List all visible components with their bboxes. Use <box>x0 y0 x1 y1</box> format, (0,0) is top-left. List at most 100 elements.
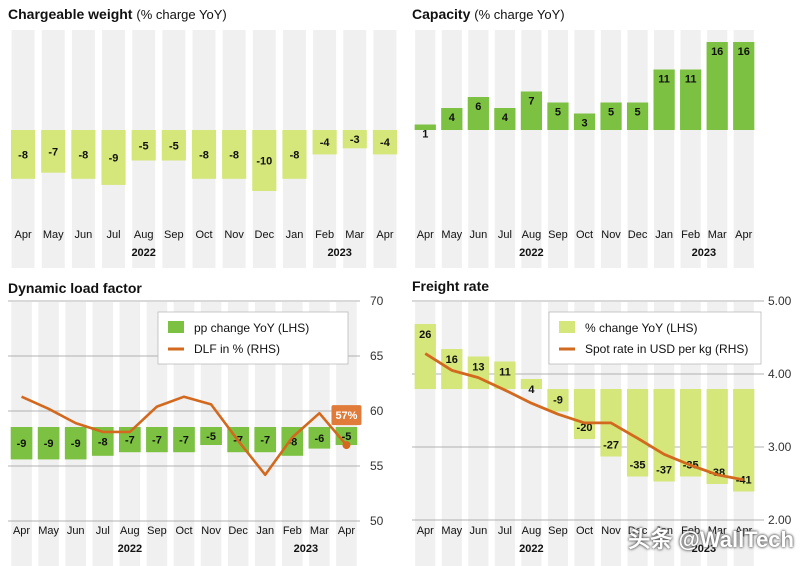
data-label: -41 <box>736 475 752 487</box>
legend-box <box>548 311 762 365</box>
data-label: 3 <box>581 118 587 130</box>
x-tick-label: Jun <box>75 229 93 241</box>
bar <box>173 427 195 453</box>
data-label: -27 <box>603 440 619 452</box>
data-label: 16 <box>446 354 458 366</box>
x-tick-label: Dec <box>628 525 648 537</box>
x-tick-label: Aug <box>120 525 140 537</box>
data-label: 16 <box>711 46 723 58</box>
data-label: -4 <box>320 137 331 149</box>
data-label: -8 <box>18 149 28 161</box>
right-axis-tick: 50 <box>370 514 384 528</box>
data-label: -4 <box>380 137 391 149</box>
bar <box>547 389 569 412</box>
chart-title: Chargeable weight (% charge YoY) <box>8 6 227 22</box>
x-tick-label: Jul <box>107 229 121 241</box>
right-axis-tick: 3.00 <box>768 440 792 454</box>
x-tick-label: Sep <box>147 525 167 537</box>
chart-plot: Apr May Jun Jul Aug Sep Oct Nov Dec Jan Feb Mar Apr 2… <box>11 30 397 268</box>
data-label: 13 <box>472 362 484 374</box>
bar <box>41 130 66 173</box>
x-tick-label: Dec <box>228 525 248 537</box>
data-label: -9 <box>17 438 27 450</box>
legend-swatch-bar <box>168 321 184 333</box>
right-axis-tick: 65 <box>370 349 384 363</box>
bar <box>200 427 222 445</box>
bar <box>414 324 436 389</box>
data-label: -5 <box>342 431 352 443</box>
bar <box>254 427 277 453</box>
x-tick-label: Apr <box>338 525 355 537</box>
spot-rate-line <box>424 352 744 482</box>
x-tick-label: Mar <box>708 229 727 241</box>
x-tick-label: Jun <box>469 525 487 537</box>
bar <box>600 102 622 130</box>
bar <box>653 389 675 482</box>
year-label: 2023 <box>294 543 318 555</box>
right-axis-tick: 5.00 <box>768 294 792 308</box>
bar <box>37 427 60 460</box>
bar <box>733 42 755 130</box>
bar <box>653 69 675 130</box>
dlf-line <box>21 395 348 477</box>
bar <box>706 42 728 130</box>
data-label: 1 <box>422 129 428 141</box>
bar <box>342 130 367 149</box>
x-tick-label: Jul <box>96 525 110 537</box>
bar <box>706 389 728 484</box>
year-label: 2023 <box>692 247 716 259</box>
bar <box>11 130 36 179</box>
legend-box <box>157 311 349 365</box>
x-tick-label: May <box>441 525 462 537</box>
x-tick-label: Dec <box>628 229 648 241</box>
column-stripe <box>600 30 622 268</box>
data-label: 11 <box>685 74 697 86</box>
bar <box>101 130 126 185</box>
bar <box>161 130 186 161</box>
bar <box>573 389 596 439</box>
data-label: -8 <box>290 149 300 161</box>
right-axis-tick: 4.00 <box>768 367 792 381</box>
data-label: 11 <box>658 74 670 86</box>
column-stripe <box>574 30 595 268</box>
bar <box>10 427 33 460</box>
data-label: -8 <box>98 436 108 448</box>
x-tick-label: Feb <box>283 525 302 537</box>
year-label: 2023 <box>692 543 716 555</box>
column-stripe <box>627 30 648 268</box>
x-tick-label: Oct <box>576 525 593 537</box>
x-tick-label: Feb <box>681 525 700 537</box>
bar <box>733 389 755 492</box>
column-stripe <box>343 30 367 268</box>
data-label: -9 <box>71 438 81 450</box>
x-tick-label: Mar <box>708 525 727 537</box>
right-axis-tick: 2.00 <box>768 513 792 527</box>
data-label: 16 <box>738 46 750 58</box>
data-label: -3 <box>350 134 360 146</box>
chart-plot: Apr May Jun Jul Aug Sep Oct Nov Dec Jan Feb Mar Apr 2… <box>412 294 792 566</box>
data-label: -9 <box>553 395 563 407</box>
column-stripe <box>494 30 515 268</box>
x-tick-label: Jul <box>498 229 512 241</box>
data-label: -37 <box>656 465 672 477</box>
data-label: 4 <box>449 112 456 124</box>
x-tick-label: Feb <box>315 229 334 241</box>
bar <box>414 124 436 130</box>
bar <box>312 130 337 155</box>
x-tick-label: Apr <box>376 229 393 241</box>
dlf-last-point <box>342 441 351 450</box>
data-label: -10 <box>256 156 272 168</box>
bar <box>146 427 168 453</box>
data-label: -7 <box>260 435 270 447</box>
column-stripe <box>468 30 489 268</box>
legend-label: pp change YoY (LHS) <box>194 321 309 335</box>
bar <box>252 130 277 191</box>
chart-plot: Apr May Jun Jul Aug Sep Oct Nov Dec Jan Feb Mar Apr 2… <box>8 294 384 566</box>
column-stripe <box>547 302 569 566</box>
bar <box>547 102 569 130</box>
data-label: -7 <box>48 146 58 158</box>
right-axis-tick: 55 <box>370 459 384 473</box>
bar <box>222 130 247 179</box>
bar <box>372 130 397 155</box>
x-tick-label: Apr <box>735 525 752 537</box>
